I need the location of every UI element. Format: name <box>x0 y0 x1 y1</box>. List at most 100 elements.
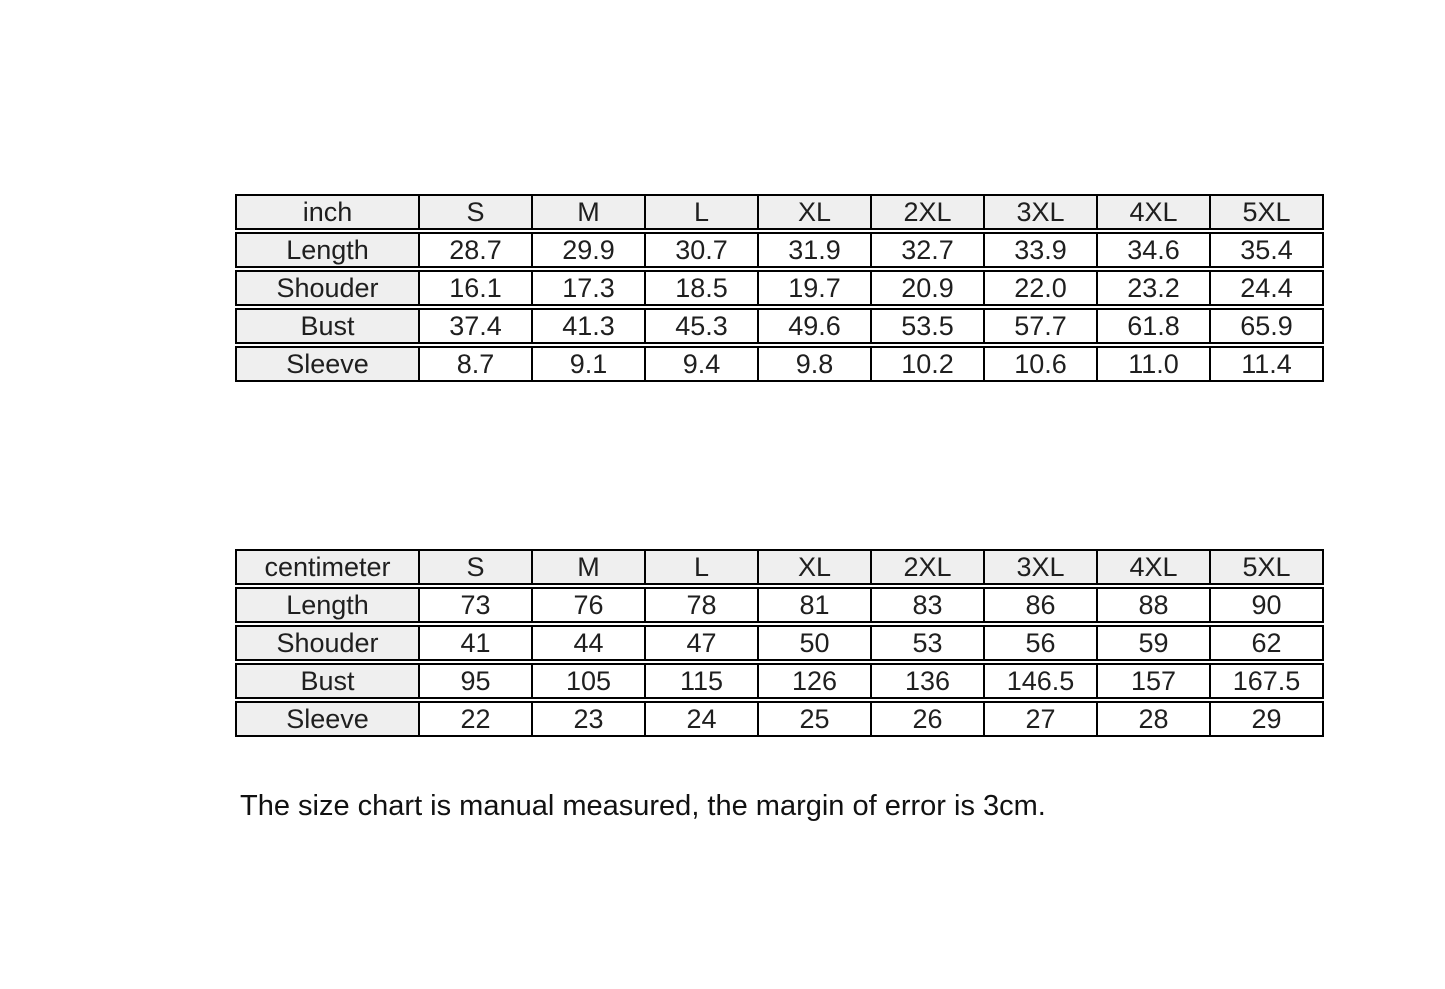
table-cell: 126 <box>759 663 872 699</box>
table-cell: 10.2 <box>872 346 985 382</box>
column-header: S <box>420 194 533 230</box>
table-cell: 47 <box>646 625 759 661</box>
table-cell: 59 <box>1098 625 1211 661</box>
table-cell: 73 <box>420 587 533 623</box>
row-label: Shouder <box>235 625 420 661</box>
table-cell: 88 <box>1098 587 1211 623</box>
table-cell: 83 <box>872 587 985 623</box>
inch-size-table: inch S M L XL 2XL 3XL 4XL 5XL Length 28.… <box>235 192 1324 384</box>
measurement-note: The size chart is manual measured, the m… <box>240 790 1046 822</box>
table-row: Length 73 76 78 81 83 86 88 90 <box>235 587 1324 623</box>
row-label: Shouder <box>235 270 420 306</box>
table-cell: 23.2 <box>1098 270 1211 306</box>
column-header: XL <box>759 194 872 230</box>
table-cell: 41 <box>420 625 533 661</box>
table-cell: 105 <box>533 663 646 699</box>
table-cell: 33.9 <box>985 232 1098 268</box>
table-cell: 37.4 <box>420 308 533 344</box>
table-cell: 8.7 <box>420 346 533 382</box>
column-header: 5XL <box>1211 549 1324 585</box>
table-cell: 53 <box>872 625 985 661</box>
table-row: Length 28.7 29.9 30.7 31.9 32.7 33.9 34.… <box>235 232 1324 268</box>
table-cell: 136 <box>872 663 985 699</box>
table-cell: 90 <box>1211 587 1324 623</box>
table-cell: 16.1 <box>420 270 533 306</box>
column-header: 2XL <box>872 194 985 230</box>
table-cell: 57.7 <box>985 308 1098 344</box>
row-label: Bust <box>235 308 420 344</box>
table-cell: 34.6 <box>1098 232 1211 268</box>
table-cell: 26 <box>872 701 985 737</box>
table-cell: 32.7 <box>872 232 985 268</box>
table-cell: 62 <box>1211 625 1324 661</box>
table-cell: 115 <box>646 663 759 699</box>
table-header-row: centimeter S M L XL 2XL 3XL 4XL 5XL <box>235 549 1324 585</box>
table-cell: 28.7 <box>420 232 533 268</box>
table-cell: 167.5 <box>1211 663 1324 699</box>
table-cell: 30.7 <box>646 232 759 268</box>
table-cell: 41.3 <box>533 308 646 344</box>
table-cell: 18.5 <box>646 270 759 306</box>
table-cell: 19.7 <box>759 270 872 306</box>
table-cell: 9.4 <box>646 346 759 382</box>
table-cell: 78 <box>646 587 759 623</box>
table-cell: 11.0 <box>1098 346 1211 382</box>
table-row: Sleeve 22 23 24 25 26 27 28 29 <box>235 701 1324 737</box>
table-cell: 31.9 <box>759 232 872 268</box>
table-row: Bust 95 105 115 126 136 146.5 157 167.5 <box>235 663 1324 699</box>
table-header-row: inch S M L XL 2XL 3XL 4XL 5XL <box>235 194 1324 230</box>
table-cell: 24 <box>646 701 759 737</box>
table-cell: 65.9 <box>1211 308 1324 344</box>
table-cell: 45.3 <box>646 308 759 344</box>
centimeter-size-table: centimeter S M L XL 2XL 3XL 4XL 5XL Leng… <box>235 547 1324 739</box>
column-header: XL <box>759 549 872 585</box>
column-header: 4XL <box>1098 549 1211 585</box>
table-cell: 53.5 <box>872 308 985 344</box>
row-label: Length <box>235 232 420 268</box>
table-row: Shouder 41 44 47 50 53 56 59 62 <box>235 625 1324 661</box>
row-label: Sleeve <box>235 701 420 737</box>
table-cell: 22 <box>420 701 533 737</box>
table-cell: 76 <box>533 587 646 623</box>
table-cell: 22.0 <box>985 270 1098 306</box>
table-cell: 27 <box>985 701 1098 737</box>
table-cell: 9.8 <box>759 346 872 382</box>
column-header: 2XL <box>872 549 985 585</box>
table-row: Shouder 16.1 17.3 18.5 19.7 20.9 22.0 23… <box>235 270 1324 306</box>
column-header: 4XL <box>1098 194 1211 230</box>
table-cell: 24.4 <box>1211 270 1324 306</box>
table-cell: 81 <box>759 587 872 623</box>
table-cell: 9.1 <box>533 346 646 382</box>
table-cell: 23 <box>533 701 646 737</box>
column-header: L <box>646 194 759 230</box>
column-header: M <box>533 549 646 585</box>
column-header: M <box>533 194 646 230</box>
row-label: Sleeve <box>235 346 420 382</box>
table-cell: 29 <box>1211 701 1324 737</box>
table-cell: 157 <box>1098 663 1211 699</box>
table-cell: 86 <box>985 587 1098 623</box>
table-cell: 56 <box>985 625 1098 661</box>
column-header: 3XL <box>985 194 1098 230</box>
row-label: Bust <box>235 663 420 699</box>
table-cell: 29.9 <box>533 232 646 268</box>
table-cell: 28 <box>1098 701 1211 737</box>
column-header: 3XL <box>985 549 1098 585</box>
table-row: Sleeve 8.7 9.1 9.4 9.8 10.2 10.6 11.0 11… <box>235 346 1324 382</box>
table-cell: 49.6 <box>759 308 872 344</box>
table-cell: 17.3 <box>533 270 646 306</box>
column-header: 5XL <box>1211 194 1324 230</box>
table-cell: 25 <box>759 701 872 737</box>
table-cell: 146.5 <box>985 663 1098 699</box>
unit-header: centimeter <box>235 549 420 585</box>
table-cell: 11.4 <box>1211 346 1324 382</box>
table-cell: 44 <box>533 625 646 661</box>
table-cell: 35.4 <box>1211 232 1324 268</box>
row-label: Length <box>235 587 420 623</box>
table-cell: 10.6 <box>985 346 1098 382</box>
unit-header: inch <box>235 194 420 230</box>
table-cell: 61.8 <box>1098 308 1211 344</box>
table-cell: 20.9 <box>872 270 985 306</box>
column-header: S <box>420 549 533 585</box>
table-row: Bust 37.4 41.3 45.3 49.6 53.5 57.7 61.8 … <box>235 308 1324 344</box>
